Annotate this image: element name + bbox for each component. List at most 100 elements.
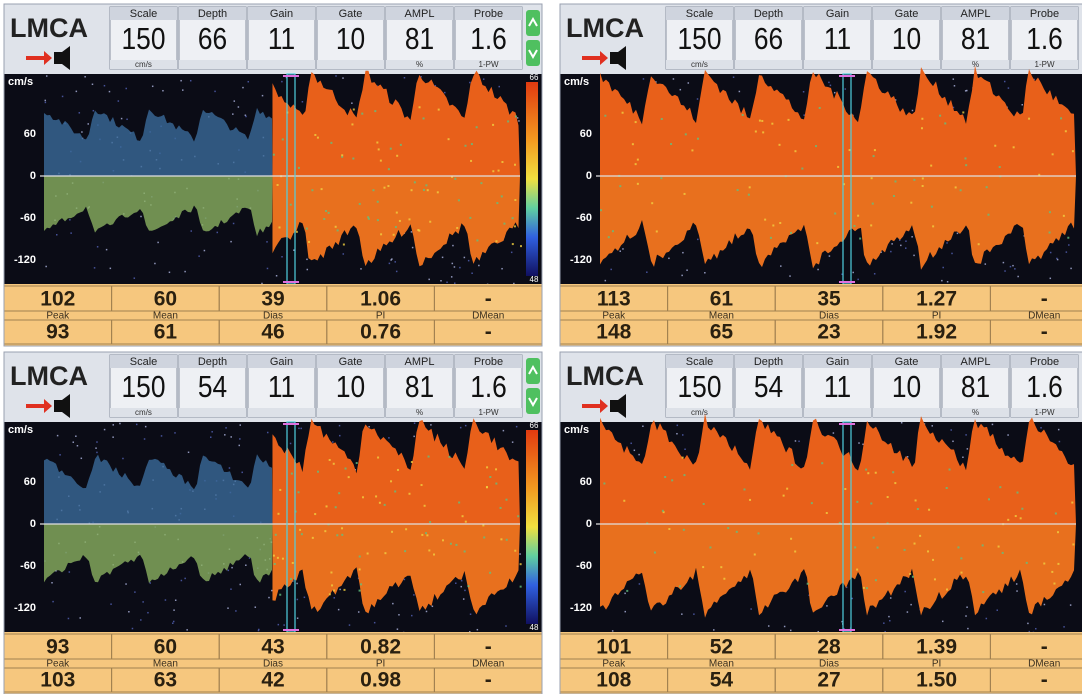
speckle bbox=[520, 245, 522, 247]
speckle bbox=[1049, 231, 1051, 233]
noise-dot bbox=[184, 578, 186, 580]
speckle bbox=[458, 502, 460, 504]
reading-top: - bbox=[485, 288, 492, 311]
speckle bbox=[361, 113, 363, 115]
speckle bbox=[671, 479, 673, 481]
speckle bbox=[853, 225, 855, 227]
speckle bbox=[290, 204, 292, 206]
speckle bbox=[471, 143, 473, 145]
scroll-down-button[interactable] bbox=[526, 40, 540, 66]
speckle bbox=[786, 488, 788, 490]
speckle bbox=[1063, 215, 1065, 217]
noise-dot bbox=[1066, 251, 1068, 253]
noise-dot bbox=[360, 268, 362, 270]
speckle bbox=[1007, 519, 1009, 521]
noise-dot bbox=[239, 438, 241, 440]
noise-dot bbox=[144, 438, 146, 440]
speckle bbox=[894, 482, 896, 484]
param-label: Gate bbox=[339, 8, 363, 20]
speckle bbox=[378, 148, 380, 150]
speckle bbox=[791, 464, 793, 466]
noise-dot bbox=[1016, 590, 1018, 592]
speckle bbox=[1057, 563, 1059, 565]
speckle bbox=[1049, 211, 1051, 213]
scroll-down-button[interactable] bbox=[526, 388, 540, 414]
noise-dot bbox=[890, 251, 892, 253]
speckle bbox=[931, 206, 933, 208]
noise-dot bbox=[910, 604, 912, 606]
speckle bbox=[1026, 562, 1028, 564]
speckle bbox=[859, 238, 861, 240]
speckle bbox=[429, 221, 431, 223]
speckle bbox=[390, 148, 392, 150]
scroll-up-button[interactable] bbox=[526, 358, 540, 384]
speckle bbox=[423, 189, 425, 191]
noise-dot bbox=[1035, 628, 1037, 630]
speckle bbox=[405, 528, 407, 530]
speckle bbox=[483, 536, 485, 538]
param-label: Scale bbox=[130, 356, 158, 368]
param-unit-bg bbox=[179, 408, 246, 417]
speckle bbox=[626, 590, 628, 592]
noise-dot bbox=[455, 582, 457, 584]
speckle bbox=[380, 233, 382, 235]
speckle bbox=[387, 185, 389, 187]
noise-dot bbox=[258, 629, 260, 631]
speckle bbox=[637, 159, 639, 161]
speckle bbox=[892, 471, 894, 473]
noise-dot bbox=[460, 586, 462, 588]
speckle bbox=[486, 486, 488, 488]
speckle bbox=[348, 476, 350, 478]
speckle bbox=[723, 578, 725, 580]
speckle bbox=[351, 123, 353, 125]
speckle bbox=[520, 586, 522, 588]
speckle bbox=[635, 163, 637, 165]
speckle bbox=[298, 491, 300, 493]
speckle bbox=[651, 202, 653, 204]
speckle bbox=[424, 505, 426, 507]
noise-dot bbox=[905, 240, 907, 242]
noise-dot bbox=[1068, 244, 1070, 246]
noise-dot bbox=[454, 282, 456, 284]
noise-dot bbox=[96, 452, 98, 454]
noise-dot bbox=[227, 607, 229, 609]
speckle bbox=[762, 131, 764, 133]
noise-dot bbox=[45, 266, 47, 268]
speckle bbox=[683, 529, 685, 531]
speckle bbox=[978, 243, 980, 245]
noise-dot bbox=[181, 580, 183, 582]
speckle bbox=[874, 149, 876, 151]
speckle bbox=[928, 509, 930, 511]
noise-dot bbox=[1017, 276, 1019, 278]
speckle bbox=[758, 532, 760, 534]
noise-dot bbox=[798, 441, 800, 443]
noise-dot bbox=[950, 429, 952, 431]
reading-bottom: 63 bbox=[154, 669, 177, 692]
param-unit-bg bbox=[735, 408, 802, 417]
noise-dot bbox=[239, 584, 241, 586]
speckle bbox=[930, 165, 932, 167]
noise-dot bbox=[186, 629, 188, 631]
noise-dot bbox=[242, 87, 244, 89]
noise-dot bbox=[404, 77, 406, 79]
speckle bbox=[489, 476, 491, 478]
speckle bbox=[500, 538, 502, 540]
scroll-up-button[interactable] bbox=[526, 10, 540, 36]
noise-dot bbox=[642, 425, 644, 427]
noise-dot bbox=[248, 81, 250, 83]
noise-dot bbox=[852, 598, 854, 600]
speckle bbox=[520, 563, 522, 565]
noise-dot bbox=[817, 269, 819, 271]
noise-dot bbox=[676, 433, 678, 435]
speckle bbox=[737, 189, 739, 191]
noise-dot bbox=[682, 434, 684, 436]
noise-dot bbox=[624, 593, 626, 595]
noise-dot bbox=[297, 599, 299, 601]
param-label: Gate bbox=[339, 356, 363, 368]
speckle bbox=[870, 224, 872, 226]
noise-dot bbox=[630, 443, 632, 445]
noise-dot bbox=[110, 268, 112, 270]
noise-dot bbox=[397, 628, 399, 630]
noise-dot bbox=[51, 582, 53, 584]
noise-dot bbox=[281, 81, 283, 83]
